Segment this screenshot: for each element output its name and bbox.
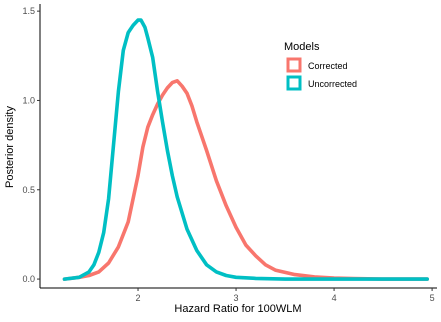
- legend-label: Uncorrected: [308, 79, 357, 89]
- y-ticks: 0.0 0.5 1.0 1.5: [22, 6, 40, 284]
- x-tick-label: 2: [136, 293, 141, 303]
- legend-entry-uncorrected: Uncorrected: [286, 75, 357, 91]
- y-tick-label: 1.5: [22, 6, 35, 16]
- legend-label: Corrected: [308, 61, 348, 71]
- y-tick-label: 0.5: [22, 185, 35, 195]
- legend-key: [286, 75, 302, 91]
- legend-title: Models: [284, 41, 320, 53]
- x-tick-label: 3: [234, 293, 239, 303]
- legend-entry-corrected: Corrected: [286, 57, 348, 73]
- x-tick-label: 4: [332, 293, 337, 303]
- legend-entries: Corrected Uncorrected: [286, 57, 357, 91]
- series-line-corrected: [62, 79, 429, 281]
- series-line-uncorrected: [62, 18, 429, 281]
- legend-key: [286, 57, 302, 73]
- x-tick-label: 5: [430, 293, 435, 303]
- series-layer: [62, 18, 429, 281]
- y-tick-label: 0.0: [22, 274, 35, 284]
- y-tick-label: 1.0: [22, 95, 35, 105]
- x-axis-title: Hazard Ratio for 100WLM: [174, 303, 301, 315]
- plot-area: [62, 18, 429, 281]
- x-ticks: 2 3 4 5: [136, 288, 435, 303]
- legend: Models Corrected Uncorrected: [284, 41, 357, 91]
- y-axis-title: Posterior density: [4, 106, 16, 188]
